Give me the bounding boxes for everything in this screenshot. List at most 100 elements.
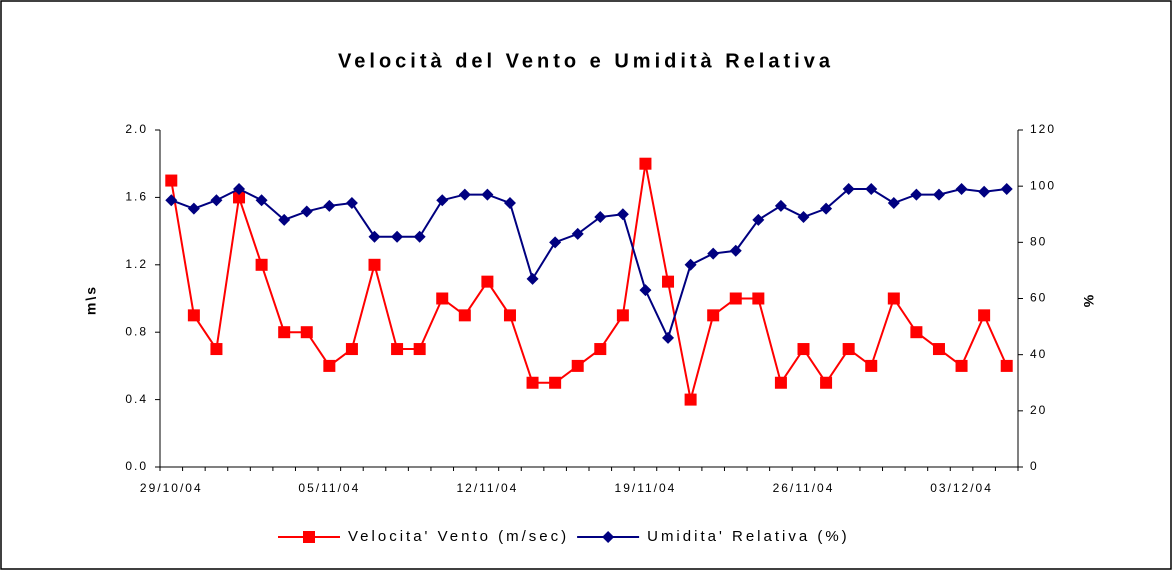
x-tick-label: 29/10/04 (140, 481, 203, 495)
point (323, 199, 336, 212)
point (707, 309, 720, 322)
point (887, 292, 900, 305)
point (955, 182, 968, 195)
legend-label: Velocita' Vento (m/sec) (348, 528, 569, 545)
point (616, 208, 629, 221)
chart-title: Velocità del Vento e Umidità Relativa (338, 50, 834, 72)
y2-tick-label: 0 (1030, 459, 1039, 473)
point (571, 359, 584, 372)
point (300, 205, 313, 218)
point (210, 194, 223, 207)
point (549, 236, 562, 249)
point (481, 188, 494, 201)
point (165, 194, 178, 207)
point (594, 211, 607, 224)
point (1000, 359, 1013, 372)
point (391, 230, 404, 243)
point (752, 213, 765, 226)
y-tick-label: 0.0 (125, 459, 148, 473)
y-tick-label: 1.2 (125, 257, 148, 271)
point (978, 185, 991, 198)
point (323, 359, 336, 372)
point (278, 326, 291, 339)
point (639, 157, 652, 170)
point (503, 197, 516, 210)
point (662, 331, 675, 344)
point (774, 376, 787, 389)
point (526, 272, 539, 285)
point (526, 376, 539, 389)
y-tick-label: 0.8 (125, 324, 148, 338)
point (165, 174, 178, 187)
point (865, 359, 878, 372)
point (458, 188, 471, 201)
point (729, 244, 742, 257)
point (571, 227, 584, 240)
point (616, 309, 629, 322)
point (910, 188, 923, 201)
y-tick-label: 0.4 (125, 392, 148, 406)
point (368, 258, 381, 271)
point (752, 292, 765, 305)
y2-tick-label: 120 (1030, 122, 1056, 136)
x-tick-label: 12/11/04 (456, 481, 518, 495)
point (413, 230, 426, 243)
point (774, 199, 787, 212)
point (368, 230, 381, 243)
point (820, 202, 833, 215)
point (503, 309, 516, 322)
point (865, 182, 878, 195)
point (932, 188, 945, 201)
point (955, 359, 968, 372)
point (639, 284, 652, 297)
point (345, 343, 358, 356)
y2-tick-label: 20 (1030, 403, 1047, 417)
x-tick-label: 05/11/04 (298, 481, 360, 495)
point (233, 191, 246, 204)
y-axis-title: m\s (83, 285, 99, 315)
point (662, 275, 675, 288)
point (842, 343, 855, 356)
point (233, 182, 246, 195)
point (549, 376, 562, 389)
y-tick-label: 2.0 (125, 122, 148, 136)
point (820, 376, 833, 389)
point (458, 309, 471, 322)
point (255, 258, 268, 271)
x-tick-label: 19/11/04 (615, 481, 677, 495)
point (797, 343, 810, 356)
point (684, 258, 697, 271)
y2-tick-label: 100 (1030, 178, 1056, 192)
point (345, 197, 358, 210)
point (187, 309, 200, 322)
point (887, 197, 900, 210)
x-tick-label: 26/11/04 (773, 481, 835, 495)
point (210, 343, 223, 356)
y2-tick-label: 60 (1030, 291, 1047, 305)
y2-tick-label: 80 (1030, 235, 1047, 249)
point (413, 343, 426, 356)
y2-tick-label: 40 (1030, 347, 1047, 361)
y-tick-label: 1.6 (125, 190, 148, 204)
point (278, 213, 291, 226)
point (978, 309, 991, 322)
point (932, 343, 945, 356)
point (436, 292, 449, 305)
point (910, 326, 923, 339)
point (594, 343, 607, 356)
point (391, 343, 404, 356)
point (707, 247, 720, 260)
point (255, 194, 268, 207)
point (1000, 182, 1013, 195)
legend-label: Umidita' Relativa (%) (647, 528, 850, 545)
legend-marker (602, 531, 615, 543)
point (684, 393, 697, 406)
point (797, 211, 810, 224)
point (481, 275, 494, 288)
x-tick-label: 03/12/04 (930, 481, 993, 495)
point (729, 292, 742, 305)
legend-marker (303, 531, 315, 543)
point (300, 326, 313, 339)
